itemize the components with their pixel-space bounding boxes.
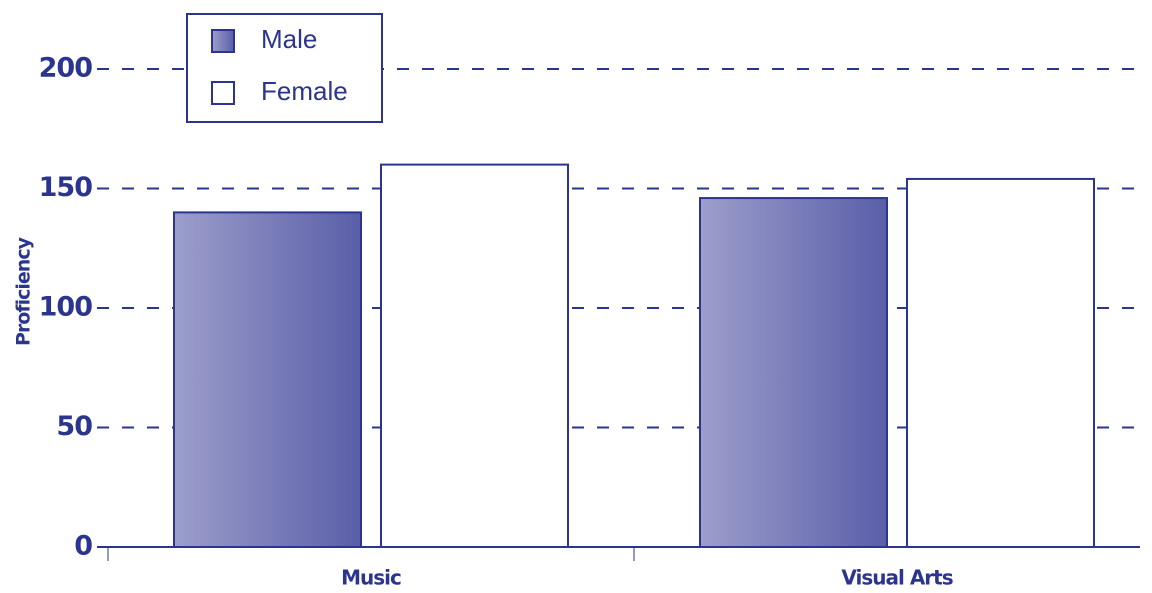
legend-label: Female [261, 76, 348, 106]
legend-label: Male [261, 24, 317, 54]
y-axis-label: Proficiency [13, 236, 35, 346]
y-tick-label: 100 [39, 292, 93, 323]
x-tick-label: Music [341, 566, 401, 590]
y-tick-label: 150 [39, 172, 93, 203]
bar [906, 177, 1095, 548]
y-tick-label: 200 [39, 53, 93, 84]
legend-swatch [211, 81, 235, 105]
legend-swatch [211, 29, 235, 53]
x-tick-label: Visual Arts [841, 566, 952, 590]
y-tick-label: 50 [56, 411, 92, 442]
bar [173, 211, 362, 548]
bar [380, 163, 569, 548]
bar [699, 197, 888, 548]
y-tick-label: 0 [74, 531, 92, 562]
